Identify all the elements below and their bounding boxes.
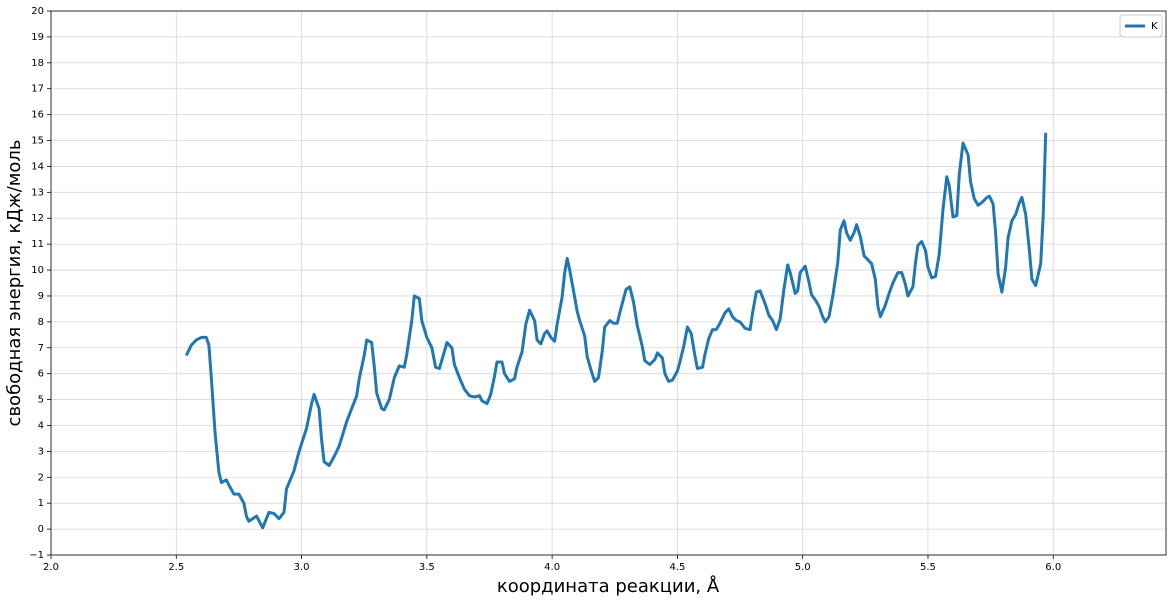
plot-frame — [50, 10, 1167, 556]
y-tick-label: 17 — [31, 84, 44, 95]
y-tick-label: 2 — [38, 472, 44, 483]
y-tick-label: 4 — [38, 420, 44, 431]
y-tick-label: 16 — [31, 110, 44, 121]
y-tick-label: 0 — [38, 524, 44, 535]
y-axis-title: свободная энергия, кДж/моль — [4, 140, 25, 427]
line-series — [184, 132, 1048, 530]
x-tick-label: 6.0 — [1045, 562, 1061, 573]
y-tick-label: 7 — [38, 343, 44, 354]
y-tick-label: 3 — [38, 446, 44, 457]
x-tick-label: 3.0 — [294, 562, 310, 573]
y-tick-label: −1 — [29, 550, 44, 561]
y-tick-label: 1 — [38, 498, 44, 509]
y-tick-label: 13 — [31, 187, 44, 198]
x-tick-label: 4.5 — [669, 562, 685, 573]
x-tick-label: 2.0 — [43, 562, 59, 573]
x-tick-label: 5.5 — [920, 562, 936, 573]
x-tick-label: 2.5 — [168, 562, 184, 573]
y-tick-label: 10 — [31, 265, 44, 276]
y-tick-label: 6 — [38, 369, 44, 380]
x-tick-label: 3.5 — [419, 562, 435, 573]
y-tick-label: 9 — [38, 291, 44, 302]
x-axis-title: координата реакции, Å — [497, 575, 720, 597]
y-tick-label: 18 — [31, 58, 44, 69]
y-tick-label: 11 — [31, 239, 44, 250]
legend-label: K — [1151, 21, 1158, 32]
y-tick-label: 14 — [31, 161, 44, 172]
y-tick-label: 15 — [31, 136, 44, 147]
y-tick-label: 19 — [31, 32, 44, 43]
y-tick-label: 8 — [38, 317, 44, 328]
y-tick-label: 12 — [31, 213, 44, 224]
x-tick-label: 5.0 — [795, 562, 811, 573]
x-tick-label: 4.0 — [544, 562, 560, 573]
y-tick-label: 5 — [38, 395, 44, 406]
y-tick-label: 20 — [31, 6, 44, 17]
